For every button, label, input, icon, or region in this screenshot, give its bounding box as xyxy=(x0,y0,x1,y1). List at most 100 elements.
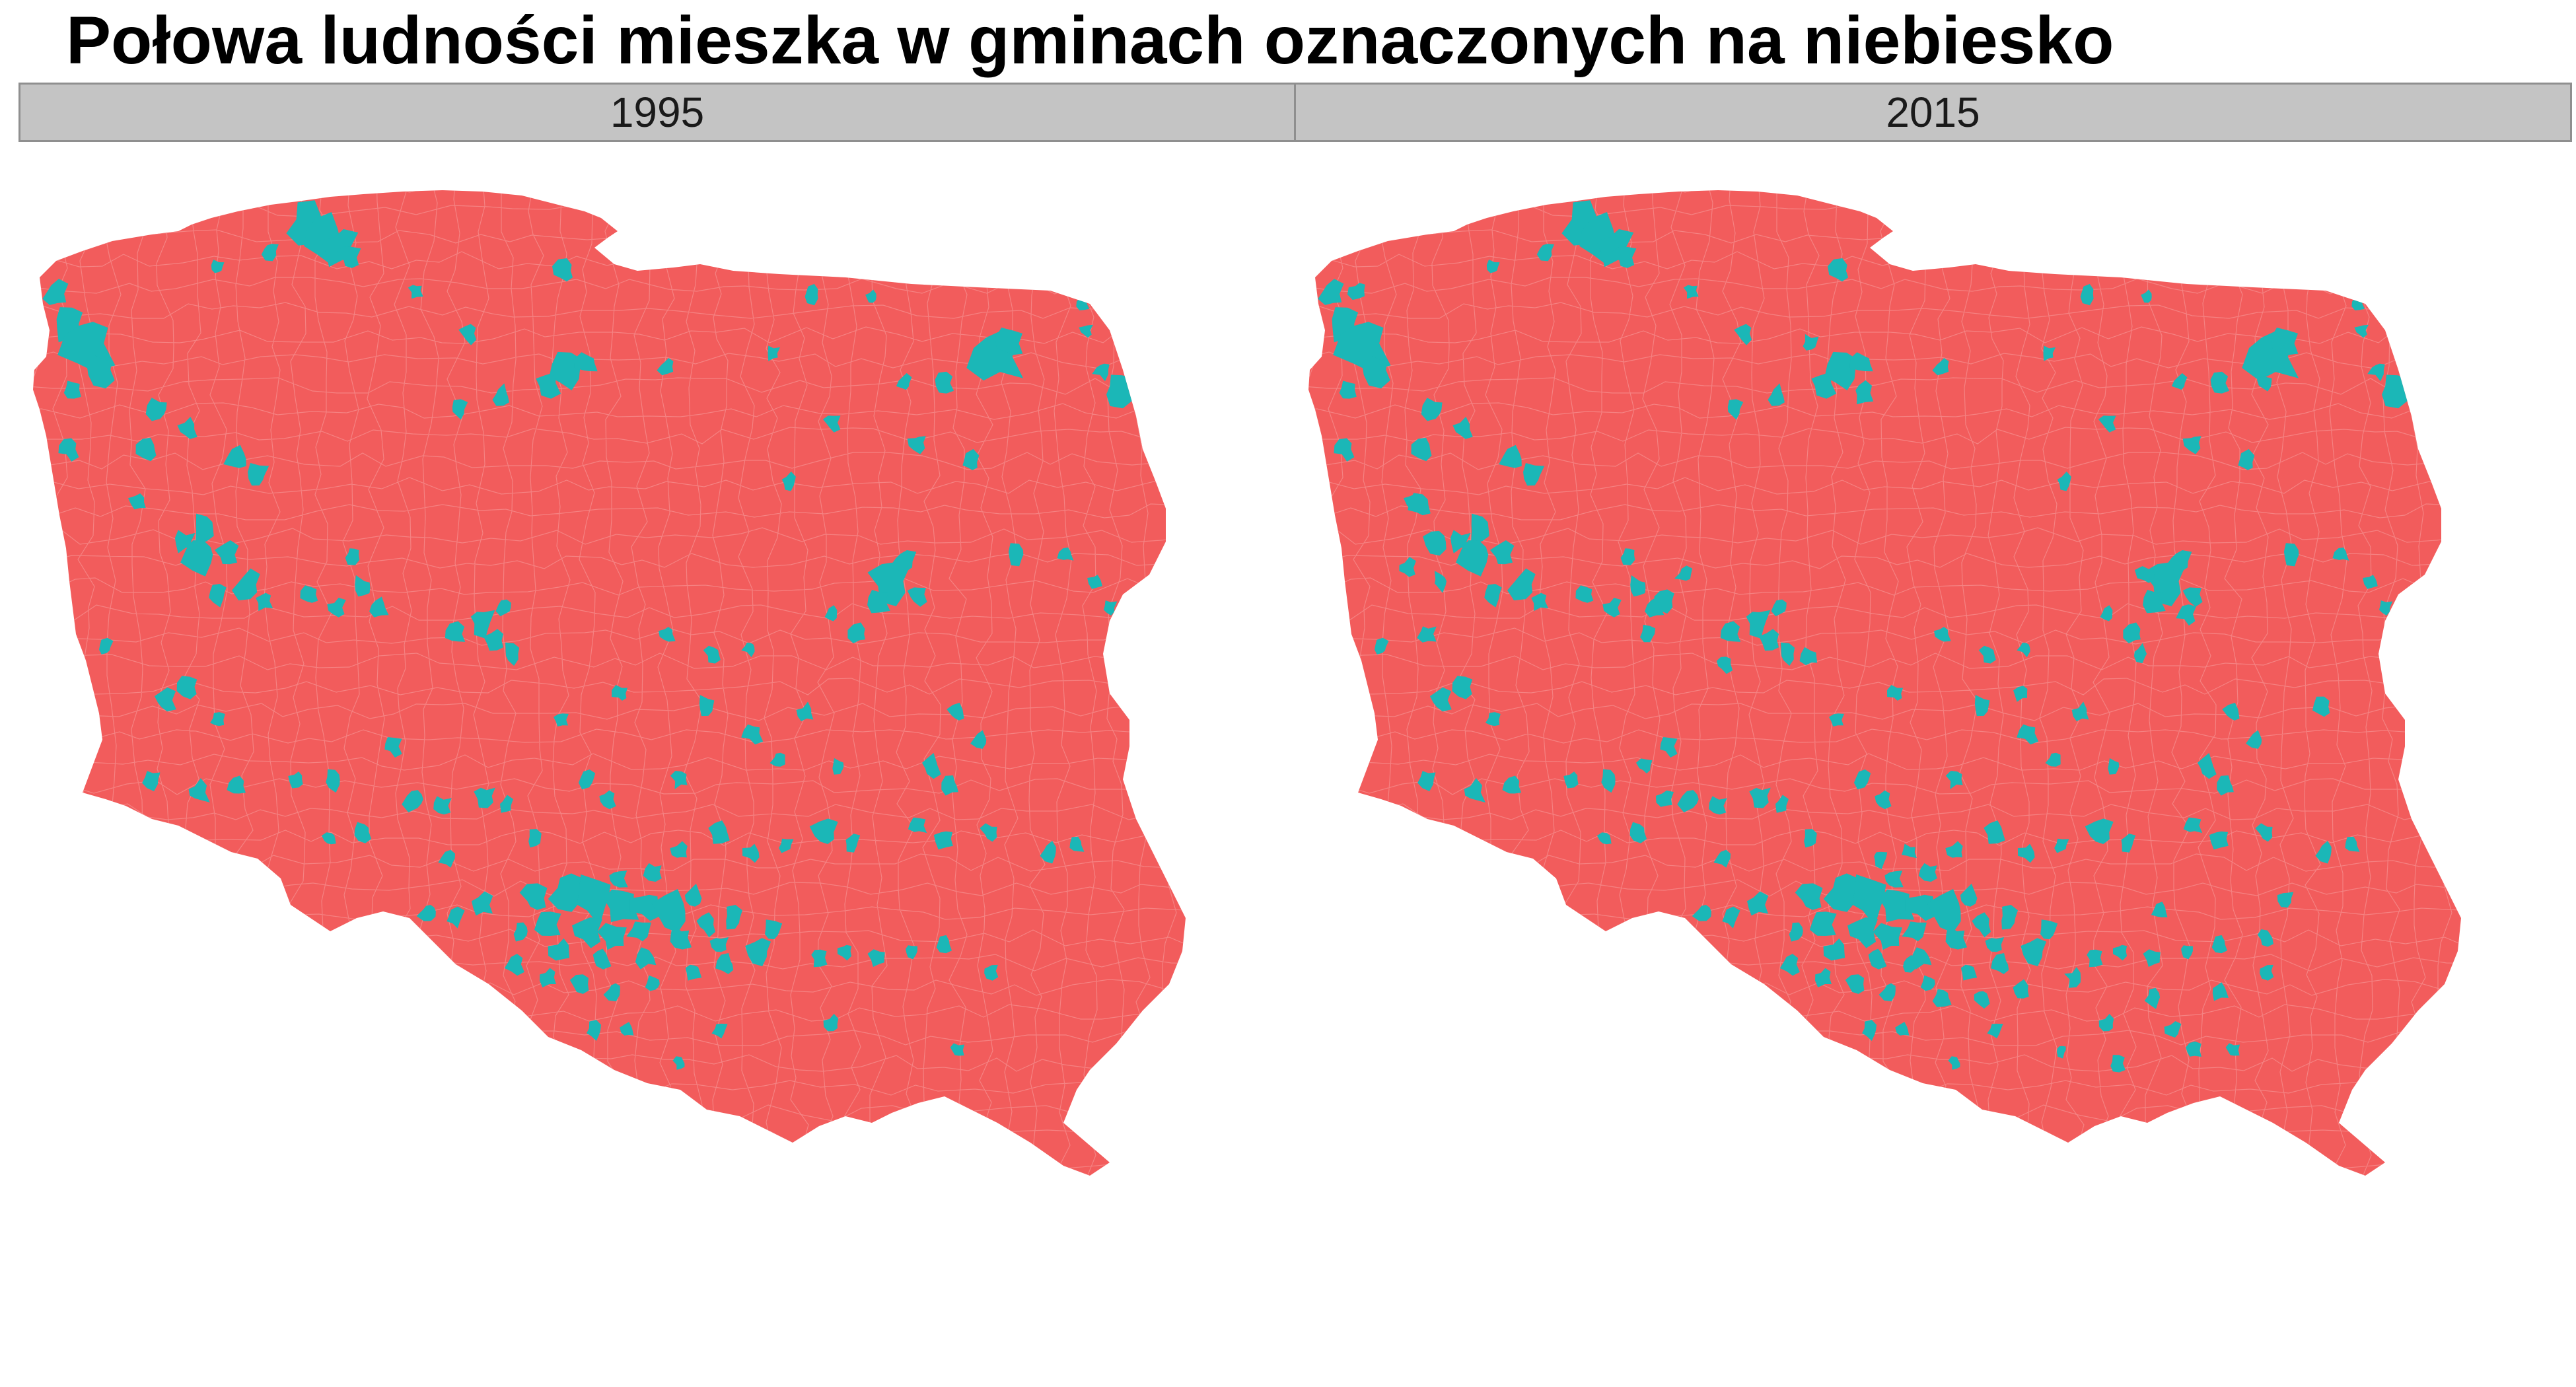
half-population-municipality xyxy=(1507,568,1536,600)
half-population-municipality xyxy=(2151,902,2168,917)
half-population-municipality xyxy=(215,540,239,565)
half-population-municipality xyxy=(1103,600,1118,616)
half-population-municipality xyxy=(823,1014,839,1032)
half-population-municipality xyxy=(715,953,734,974)
half-population-municipality xyxy=(288,771,303,789)
half-population-municipality xyxy=(180,540,213,577)
half-population-municipality xyxy=(195,513,214,545)
half-population-municipality xyxy=(99,637,114,655)
half-population-municipality xyxy=(1490,540,1515,565)
half-population-municipality xyxy=(1771,599,1787,617)
half-population-municipality xyxy=(177,417,197,439)
half-population-municipality xyxy=(1421,398,1443,421)
half-population-municipality xyxy=(768,345,781,361)
half-population-municipality xyxy=(554,713,569,727)
half-population-municipality xyxy=(2144,987,2161,1009)
half-population-municipality xyxy=(474,787,495,808)
half-population-municipality xyxy=(1879,889,1915,923)
half-population-municipality xyxy=(811,949,828,968)
half-population-municipality xyxy=(620,1022,634,1036)
half-population-municipality xyxy=(1575,585,1594,603)
half-population-municipality xyxy=(470,610,495,639)
half-population-municipality xyxy=(1960,883,1978,907)
half-population-municipality xyxy=(1847,917,1878,948)
half-population-municipality xyxy=(970,730,987,749)
half-population-municipality xyxy=(2379,600,2393,616)
half-population-municipality xyxy=(769,752,785,767)
half-population-municipality xyxy=(211,260,225,273)
half-population-municipality xyxy=(2098,1014,2114,1032)
half-population-municipality xyxy=(1602,598,1622,618)
half-population-municipality xyxy=(248,463,269,486)
half-population-municipality xyxy=(402,790,423,812)
half-population-municipality xyxy=(2363,575,2378,589)
half-population-municipality xyxy=(1852,874,1886,927)
half-population-municipality xyxy=(2212,982,2229,1001)
half-population-municipality xyxy=(2040,919,2058,940)
half-population-municipality xyxy=(174,530,196,553)
half-population-municipality xyxy=(2143,949,2161,967)
half-population-municipality xyxy=(1429,687,1452,712)
half-population-municipality xyxy=(2257,929,2273,947)
half-population-municipality xyxy=(995,328,1023,355)
half-population-municipality xyxy=(500,795,513,813)
half-population-municipality xyxy=(1759,629,1779,651)
half-population-municipality xyxy=(907,436,926,454)
half-population-municipality xyxy=(223,445,246,468)
half-population-municipality xyxy=(1709,796,1727,815)
half-population-municipality xyxy=(1811,373,1837,399)
half-population-municipality xyxy=(128,493,146,510)
half-population-municipality xyxy=(1536,244,1554,262)
half-population-municipality xyxy=(933,831,953,850)
half-population-municipality xyxy=(1768,383,1785,406)
half-population-municipality xyxy=(1873,923,1902,950)
half-population-municipality xyxy=(1823,938,1845,961)
half-population-municipality xyxy=(2021,938,2047,966)
half-population-municipality xyxy=(1531,592,1549,612)
half-population-municipality xyxy=(505,642,520,666)
half-population-municipality xyxy=(2312,696,2330,717)
half-population-municipality xyxy=(1450,530,1471,553)
half-population-municipality xyxy=(2121,834,2136,853)
map-panel-2015 xyxy=(1295,172,2570,1347)
half-population-municipality xyxy=(1927,889,1961,933)
half-population-municipality xyxy=(154,687,176,712)
half-population-municipality xyxy=(1903,955,1917,973)
half-population-municipality xyxy=(327,598,346,618)
half-population-municipality xyxy=(2110,1055,2126,1073)
half-population-municipality xyxy=(609,871,628,888)
half-population-municipality xyxy=(832,758,844,775)
half-population-municipality xyxy=(822,415,841,433)
half-population-municipality xyxy=(604,889,639,923)
half-population-municipality xyxy=(809,818,838,844)
half-population-municipality xyxy=(741,724,764,745)
half-population-municipality xyxy=(1411,437,1432,462)
half-population-municipality xyxy=(1717,657,1733,674)
half-population-municipality xyxy=(1485,712,1501,727)
half-population-municipality xyxy=(1902,921,1927,942)
half-population-municipality xyxy=(2238,448,2255,470)
half-population-municipality xyxy=(922,753,941,779)
half-population-municipality xyxy=(980,823,997,842)
half-population-municipality xyxy=(355,575,371,597)
half-population-municipality xyxy=(1845,974,1865,994)
half-population-municipality xyxy=(765,919,783,940)
half-population-municipality xyxy=(1920,975,1935,991)
half-population-municipality xyxy=(1470,513,1489,545)
half-population-municipality xyxy=(984,964,999,981)
half-population-municipality xyxy=(1092,363,1110,382)
half-population-municipality xyxy=(2085,818,2114,844)
half-population-municipality xyxy=(1823,873,1859,912)
half-population-municipality xyxy=(1878,983,1896,1002)
half-population-municipality xyxy=(847,622,865,644)
half-population-municipality xyxy=(2354,324,2369,338)
half-population-municipality xyxy=(896,373,912,390)
half-population-municipality xyxy=(1781,642,1795,666)
half-population-municipality xyxy=(1868,948,1887,970)
municipality-borders xyxy=(1308,190,2461,1176)
half-population-municipality xyxy=(1596,832,1612,845)
half-population-municipality xyxy=(779,838,794,853)
half-population-municipality xyxy=(534,911,561,936)
half-population-municipality xyxy=(492,383,509,406)
half-population-municipality xyxy=(2186,1041,2201,1057)
